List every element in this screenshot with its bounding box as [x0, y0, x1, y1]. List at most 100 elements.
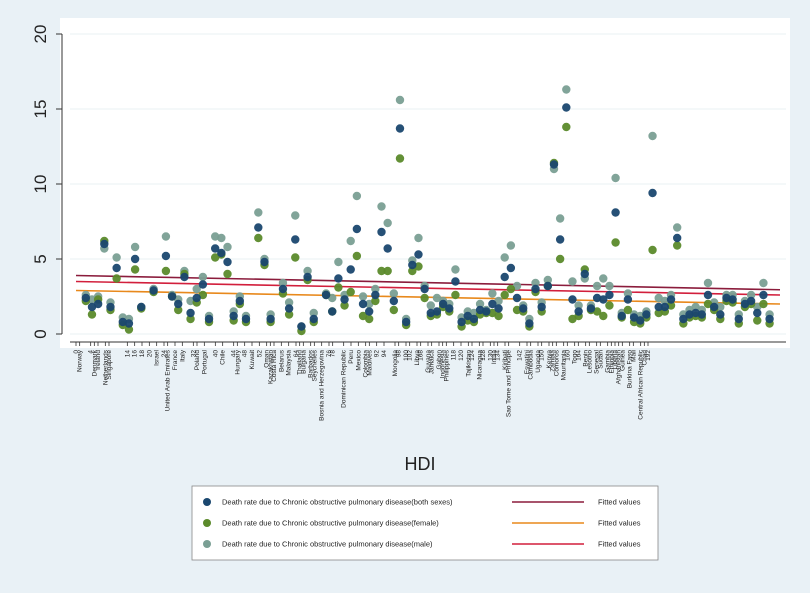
data-point: [346, 287, 355, 297]
data-point: [709, 302, 719, 312]
legend-marker: [203, 519, 211, 527]
data-point: [636, 316, 645, 325]
legend-label: Fitted values: [598, 498, 641, 507]
data-point: [334, 257, 343, 267]
data-point: [469, 314, 479, 324]
data-point: [555, 254, 565, 264]
data-point: [309, 308, 318, 318]
y-tick-label: 20: [31, 25, 50, 44]
data-point: [445, 304, 454, 313]
data-point: [223, 242, 232, 252]
x-tick-label: Barbados: [308, 349, 315, 378]
x-tick-label: Zambia: [550, 350, 557, 372]
data-point: [137, 302, 146, 312]
data-point: [512, 293, 522, 303]
y-tick-label: 15: [31, 100, 50, 119]
x-tick-label: Guinea: [619, 350, 626, 371]
data-point: [494, 311, 503, 321]
data-point: [537, 302, 546, 312]
legend: Death rate due to Chronic obstructive pu…: [191, 485, 659, 561]
data-point: [377, 227, 386, 237]
data-point: [765, 314, 774, 324]
x-tick-label: Belarus: [278, 349, 285, 372]
data-point: [130, 254, 140, 264]
data-point: [549, 160, 559, 169]
data-point: [352, 251, 362, 261]
data-point: [278, 284, 288, 294]
data-point: [759, 278, 768, 288]
x-tick-label: Tajikistan: [465, 350, 472, 377]
x-tick-label: Ethiopia: [608, 350, 615, 374]
data-point: [488, 299, 497, 309]
data-point: [328, 307, 337, 316]
data-point: [482, 307, 491, 316]
data-point: [617, 311, 626, 321]
data-point: [223, 257, 232, 267]
data-point: [303, 266, 312, 276]
x-tick-label: Afghanistan: [616, 350, 623, 385]
data-point: [568, 277, 577, 286]
data-point: [161, 266, 171, 276]
data-point: [130, 265, 140, 274]
x-tick-label: 98: [396, 350, 403, 358]
x-tick-label: Liberia: [612, 350, 619, 370]
data-point: [623, 289, 633, 298]
x-tick-label: Colombia: [363, 350, 370, 378]
data-point: [506, 284, 516, 294]
x-tick-label: 134: [495, 350, 502, 361]
x-tick-label: Maldives: [366, 349, 373, 375]
data-point: [174, 305, 183, 315]
data-point: [192, 293, 201, 303]
legend-label: Fitted values: [598, 540, 641, 549]
x-tick-label: Mali: [630, 350, 637, 362]
data-point: [716, 310, 725, 319]
data-point: [648, 188, 657, 198]
x-tick-label: Guyana: [425, 350, 432, 373]
data-point: [734, 314, 743, 324]
data-point: [525, 319, 534, 328]
data-point: [389, 289, 399, 298]
x-tick-label: France: [172, 350, 179, 371]
x-tick-label: Netherlands: [102, 349, 109, 385]
data-point: [174, 299, 183, 309]
data-point: [112, 263, 121, 273]
data-point: [192, 284, 201, 294]
data-point: [506, 241, 516, 250]
legend-label: Death rate due to Chronic obstructive pu…: [222, 519, 439, 528]
data-point: [568, 295, 577, 304]
data-point: [753, 316, 762, 325]
data-point: [703, 290, 713, 300]
data-point: [167, 292, 177, 301]
data-point: [254, 208, 263, 217]
x-tick-label: 16: [132, 350, 139, 358]
legend-label: Death rate due to Chronic obstructive pu…: [222, 498, 453, 507]
data-point: [217, 248, 226, 258]
x-tick-label: Kiribati: [502, 350, 509, 370]
data-point: [414, 233, 423, 243]
data-point: [420, 284, 429, 294]
x-tick-label: 142: [517, 350, 524, 361]
data-point: [555, 235, 565, 244]
x-tick-label: United Arab Emirates: [165, 349, 172, 411]
x-tick-label: 32: [190, 350, 197, 358]
x-tick-label: 100: [403, 350, 410, 361]
x-tick-label: Hungary: [234, 349, 241, 374]
x-tick-label: Singapore: [106, 350, 113, 380]
x-tick-label: 64: [293, 350, 300, 358]
x-tick-label: 108: [418, 350, 425, 361]
x-tick-label: 128: [480, 350, 487, 361]
x-tick-label: 94: [381, 350, 388, 358]
data-point: [451, 277, 460, 286]
data-point: [395, 154, 405, 163]
data-point: [241, 314, 251, 324]
data-point: [352, 191, 362, 201]
data-point: [500, 290, 509, 300]
x-tick-label: 76: [326, 350, 333, 358]
x-tick-label: Bosnia and Herzegovina: [319, 350, 326, 421]
data-point: [106, 302, 115, 312]
data-point: [278, 278, 288, 288]
data-point: [346, 236, 355, 246]
x-tick-label: 164: [575, 350, 582, 361]
x-tick-label: Sudan: [597, 350, 604, 369]
